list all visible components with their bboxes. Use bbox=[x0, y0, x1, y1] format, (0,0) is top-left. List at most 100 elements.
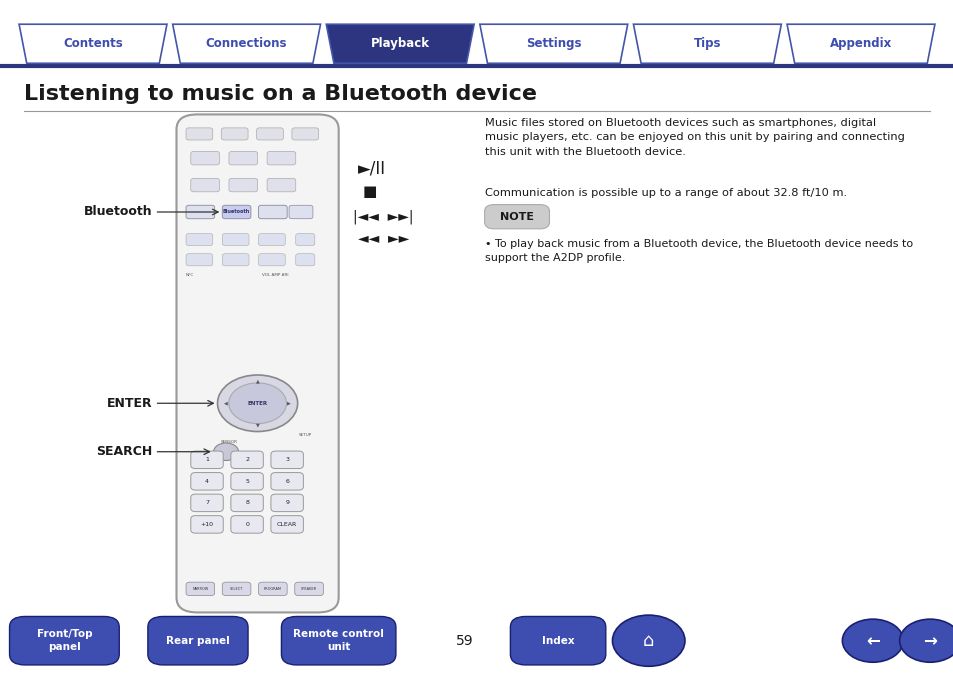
FancyBboxPatch shape bbox=[186, 234, 213, 246]
Text: Rear panel: Rear panel bbox=[166, 636, 230, 645]
Text: ▶: ▶ bbox=[287, 400, 291, 406]
Text: 4: 4 bbox=[205, 479, 209, 484]
FancyBboxPatch shape bbox=[191, 178, 219, 192]
FancyBboxPatch shape bbox=[289, 205, 313, 219]
FancyBboxPatch shape bbox=[267, 151, 295, 165]
FancyBboxPatch shape bbox=[186, 128, 213, 140]
Text: 59: 59 bbox=[456, 634, 473, 647]
FancyBboxPatch shape bbox=[271, 472, 303, 490]
FancyBboxPatch shape bbox=[281, 616, 395, 665]
FancyBboxPatch shape bbox=[271, 451, 303, 468]
Text: SEARCH: SEARCH bbox=[96, 446, 152, 458]
FancyBboxPatch shape bbox=[484, 205, 549, 229]
FancyBboxPatch shape bbox=[271, 516, 303, 533]
FancyBboxPatch shape bbox=[186, 205, 214, 219]
FancyBboxPatch shape bbox=[258, 254, 285, 266]
Text: SELECT: SELECT bbox=[230, 587, 243, 591]
Text: NARROW: NARROW bbox=[192, 587, 209, 591]
Text: ◀: ◀ bbox=[224, 400, 228, 406]
Polygon shape bbox=[479, 24, 627, 63]
Text: Contents: Contents bbox=[63, 37, 123, 50]
Text: Appendix: Appendix bbox=[829, 37, 891, 50]
Text: 7: 7 bbox=[205, 500, 209, 505]
FancyBboxPatch shape bbox=[186, 254, 213, 266]
FancyBboxPatch shape bbox=[186, 582, 214, 596]
Text: Playback: Playback bbox=[371, 37, 429, 50]
Text: CLEAR: CLEAR bbox=[276, 522, 297, 527]
Text: ►/II: ►/II bbox=[357, 160, 385, 177]
Text: Front/Top
panel: Front/Top panel bbox=[36, 629, 92, 652]
Text: 1: 1 bbox=[205, 457, 209, 462]
Text: Connections: Connections bbox=[206, 37, 287, 50]
FancyBboxPatch shape bbox=[258, 234, 285, 246]
FancyBboxPatch shape bbox=[191, 151, 219, 165]
Text: ←: ← bbox=[865, 632, 879, 649]
Text: 9: 9 bbox=[285, 500, 289, 505]
Circle shape bbox=[217, 375, 297, 431]
FancyBboxPatch shape bbox=[294, 582, 323, 596]
Text: SPEAKER: SPEAKER bbox=[301, 587, 316, 591]
Text: NOTE: NOTE bbox=[499, 212, 534, 221]
FancyBboxPatch shape bbox=[222, 254, 249, 266]
Polygon shape bbox=[786, 24, 934, 63]
Polygon shape bbox=[326, 24, 474, 63]
FancyBboxPatch shape bbox=[256, 128, 283, 140]
Text: Index: Index bbox=[541, 636, 574, 645]
FancyBboxPatch shape bbox=[191, 516, 223, 533]
FancyBboxPatch shape bbox=[231, 472, 263, 490]
FancyBboxPatch shape bbox=[229, 178, 257, 192]
FancyBboxPatch shape bbox=[271, 494, 303, 511]
Circle shape bbox=[841, 619, 902, 662]
FancyBboxPatch shape bbox=[510, 616, 605, 665]
FancyBboxPatch shape bbox=[267, 178, 295, 192]
Text: SENSOR: SENSOR bbox=[220, 439, 237, 444]
FancyBboxPatch shape bbox=[191, 494, 223, 511]
FancyBboxPatch shape bbox=[176, 114, 338, 612]
Text: Settings: Settings bbox=[525, 37, 581, 50]
FancyBboxPatch shape bbox=[258, 205, 287, 219]
Text: 3: 3 bbox=[285, 457, 289, 462]
Circle shape bbox=[612, 615, 684, 666]
Text: Bluetooth: Bluetooth bbox=[84, 205, 152, 219]
Text: Remote control
unit: Remote control unit bbox=[293, 629, 384, 652]
Text: |◄◄  ►►|: |◄◄ ►►| bbox=[353, 209, 413, 224]
FancyBboxPatch shape bbox=[222, 582, 251, 596]
FancyBboxPatch shape bbox=[221, 128, 248, 140]
Circle shape bbox=[213, 443, 238, 460]
Text: ⌂: ⌂ bbox=[642, 632, 654, 649]
Text: ◄◄  ►►: ◄◄ ►► bbox=[357, 232, 409, 246]
FancyBboxPatch shape bbox=[231, 516, 263, 533]
Text: Bluetooth: Bluetooth bbox=[223, 209, 250, 215]
Text: SETUP: SETUP bbox=[298, 433, 312, 437]
FancyBboxPatch shape bbox=[10, 616, 119, 665]
Text: 6: 6 bbox=[285, 479, 289, 484]
FancyBboxPatch shape bbox=[295, 254, 314, 266]
Text: 0: 0 bbox=[245, 522, 249, 527]
Text: • To play back music from a Bluetooth device, the Bluetooth device needs to
supp: • To play back music from a Bluetooth de… bbox=[484, 239, 912, 263]
FancyBboxPatch shape bbox=[231, 494, 263, 511]
Text: →: → bbox=[923, 632, 936, 649]
Polygon shape bbox=[633, 24, 781, 63]
Text: 8: 8 bbox=[245, 500, 249, 505]
Text: ■: ■ bbox=[362, 184, 376, 199]
FancyBboxPatch shape bbox=[295, 234, 314, 246]
Text: +10: +10 bbox=[200, 522, 213, 527]
Text: PROGRAM: PROGRAM bbox=[264, 587, 281, 591]
Text: Tips: Tips bbox=[693, 37, 720, 50]
Polygon shape bbox=[172, 24, 320, 63]
FancyBboxPatch shape bbox=[222, 234, 249, 246]
Text: ▲: ▲ bbox=[255, 379, 259, 384]
Circle shape bbox=[899, 619, 953, 662]
Circle shape bbox=[229, 383, 286, 423]
Text: ENTER: ENTER bbox=[247, 400, 268, 406]
Text: Listening to music on a Bluetooth device: Listening to music on a Bluetooth device bbox=[24, 84, 537, 104]
Text: ▼: ▼ bbox=[255, 423, 259, 428]
FancyBboxPatch shape bbox=[258, 582, 287, 596]
FancyBboxPatch shape bbox=[292, 128, 318, 140]
FancyBboxPatch shape bbox=[191, 472, 223, 490]
FancyBboxPatch shape bbox=[191, 451, 223, 468]
Text: Music files stored on Bluetooth devices such as smartphones, digital
music playe: Music files stored on Bluetooth devices … bbox=[484, 118, 903, 157]
Polygon shape bbox=[19, 24, 167, 63]
FancyBboxPatch shape bbox=[148, 616, 248, 665]
FancyBboxPatch shape bbox=[229, 151, 257, 165]
